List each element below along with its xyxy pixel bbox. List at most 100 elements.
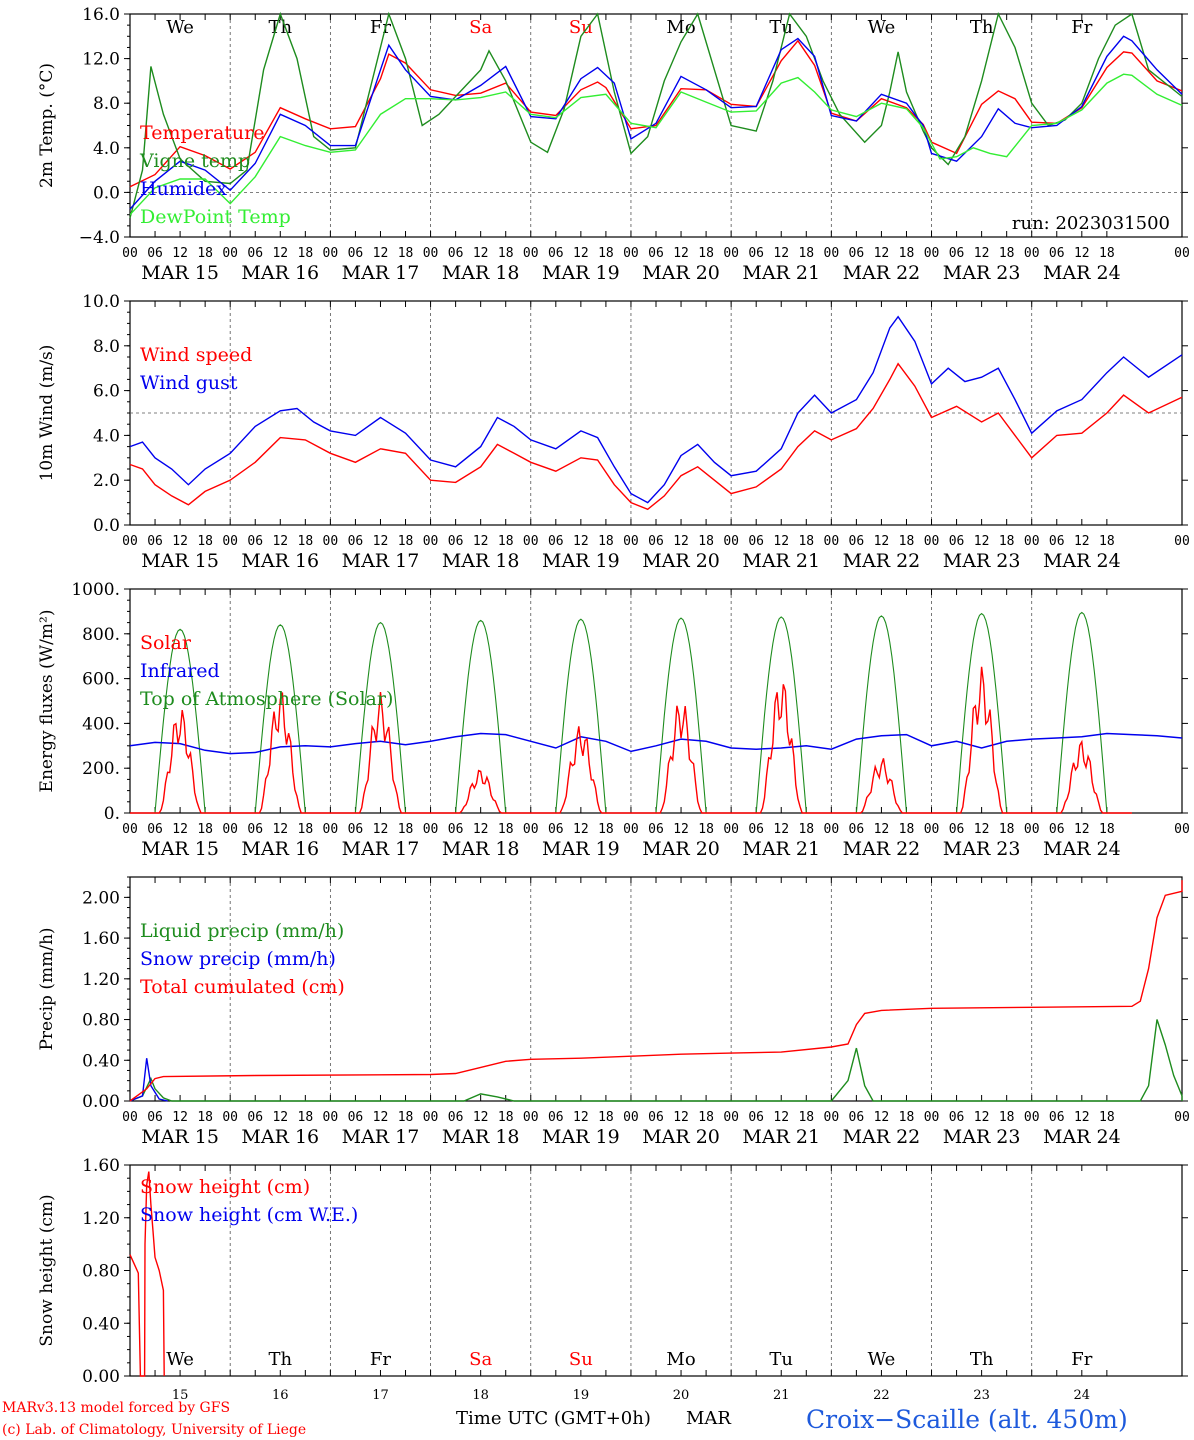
y-tick-label: 0.80 xyxy=(82,1262,120,1282)
legend-entry: Snow precip (mm/h) xyxy=(140,948,336,970)
x-hour-label: 18 xyxy=(398,246,414,261)
y-tick-label: 200. xyxy=(82,759,120,779)
day-name-label: Mo xyxy=(666,1349,695,1370)
x-hour-label: 00 xyxy=(824,534,840,549)
x-date-label: MAR 17 xyxy=(342,262,420,284)
x-hour-label: 12 xyxy=(1074,534,1090,549)
x-date-label: MAR 20 xyxy=(642,262,720,284)
series-line-snow-precip-mm-h- xyxy=(129,1058,168,1102)
x-date-number: 24 xyxy=(1074,1388,1091,1403)
y-tick-label: 4.0 xyxy=(93,426,120,446)
x-hour-label: 18 xyxy=(798,246,814,261)
y-tick-label: 0. xyxy=(104,804,120,824)
y-tick-label: 1000. xyxy=(71,580,120,600)
series-line-wind-gust xyxy=(129,315,1183,504)
series-solar-line xyxy=(130,666,1132,814)
footer: MARv3.13 model forced by GFS (c) Lab. of… xyxy=(2,1400,1128,1438)
x-date-label: MAR 23 xyxy=(943,550,1021,572)
legend-entry: Snow height (cm W.E.) xyxy=(140,1204,358,1226)
x-date-number: 20 xyxy=(673,1388,690,1403)
x-hour-label: 06 xyxy=(348,534,364,549)
x-hour-label: 18 xyxy=(999,1110,1015,1125)
x-hour-label: 12 xyxy=(874,822,890,837)
x-date-label: MAR 21 xyxy=(742,550,820,572)
x-hour-label: 12 xyxy=(874,1110,890,1125)
x-hour-label: 00 xyxy=(824,822,840,837)
y-tick-label: 800. xyxy=(82,625,120,645)
x-hour-label: 06 xyxy=(849,1110,865,1125)
x-hour-label: 12 xyxy=(373,246,389,261)
x-hour-label: 06 xyxy=(348,1110,364,1125)
x-hour-label: 18 xyxy=(298,1110,314,1125)
x-hour-label: 06 xyxy=(1049,246,1065,261)
x-hour-label: 18 xyxy=(598,534,614,549)
legend-entry: Vigne temp xyxy=(139,150,250,172)
x-hour-label: 00 xyxy=(1174,1110,1190,1125)
x-hour-label: 12 xyxy=(974,822,990,837)
x-hour-label: 00 xyxy=(1174,246,1190,261)
x-hour-label: 06 xyxy=(548,534,564,549)
x-hour-label: 00 xyxy=(323,1110,339,1125)
y-tick-label: 0.40 xyxy=(82,1051,120,1071)
x-hour-label: 12 xyxy=(373,534,389,549)
x-date-number: 16 xyxy=(272,1388,289,1403)
y-tick-label: 600. xyxy=(82,670,120,690)
day-name-label: Th xyxy=(970,17,994,38)
x-hour-label: 00 xyxy=(523,246,539,261)
x-hour-label: 06 xyxy=(1049,1110,1065,1125)
x-hour-label: 12 xyxy=(974,246,990,261)
x-hour-label: 06 xyxy=(448,822,464,837)
x-hour-label: 12 xyxy=(573,822,589,837)
x-hour-label: 12 xyxy=(373,1110,389,1125)
credit-line-1: MARv3.13 model forced by GFS xyxy=(2,1400,230,1416)
x-hour-label: 06 xyxy=(1049,534,1065,549)
x-hour-label: 12 xyxy=(573,1110,589,1125)
x-hour-label: 18 xyxy=(1099,246,1115,261)
x-hour-label: 18 xyxy=(598,822,614,837)
x-hour-label: 00 xyxy=(924,534,940,549)
x-hour-label: 00 xyxy=(222,822,238,837)
x-hour-label: 18 xyxy=(899,534,915,549)
x-hour-label: 18 xyxy=(598,1110,614,1125)
x-hour-label: 18 xyxy=(698,246,714,261)
x-hour-label: 00 xyxy=(323,534,339,549)
x-hour-label: 06 xyxy=(348,246,364,261)
x-hour-label: 12 xyxy=(773,534,789,549)
x-hour-label: 12 xyxy=(473,1110,489,1125)
day-name-label: Su xyxy=(569,1349,593,1370)
x-hour-label: 12 xyxy=(473,822,489,837)
x-hour-label: 00 xyxy=(323,822,339,837)
x-date-label: MAR 19 xyxy=(542,838,620,860)
x-hour-label: 18 xyxy=(999,246,1015,261)
x-date-label: MAR 20 xyxy=(642,838,720,860)
x-hour-label: 18 xyxy=(498,1110,514,1125)
series-line-vigne-temp xyxy=(129,11,1183,219)
x-hour-label: 06 xyxy=(548,246,564,261)
y-tick-label: 16.0 xyxy=(82,5,120,25)
y-tick-label: 2.0 xyxy=(93,471,120,491)
series-line-snow-height-cm- xyxy=(129,1171,165,1377)
day-name-label: Tu xyxy=(769,1349,793,1370)
x-hour-label: 06 xyxy=(949,822,965,837)
x-hour-label: 06 xyxy=(448,246,464,261)
x-hour-label: 18 xyxy=(798,822,814,837)
x-hour-label: 00 xyxy=(623,1110,639,1125)
x-hour-label: 12 xyxy=(1074,1110,1090,1125)
panel-snow: 0.00 0.40 0.80 1.20 1.60 Snow height (cm) We Th… xyxy=(37,1156,1188,1403)
legend-entry: DewPoint Temp xyxy=(140,206,291,228)
x-hour-label: 00 xyxy=(122,246,138,261)
y-tick-label: 8.0 xyxy=(93,337,120,357)
x-hour-label: 18 xyxy=(398,822,414,837)
y-tick-label: 4.0 xyxy=(93,139,120,159)
x-hour-label: 18 xyxy=(1099,534,1115,549)
x-hour-label: 12 xyxy=(874,534,890,549)
x-hour-label: 12 xyxy=(1074,822,1090,837)
x-hour-label: 00 xyxy=(824,1110,840,1125)
x-hour-label: 00 xyxy=(1024,246,1040,261)
x-hour-label: 12 xyxy=(473,534,489,549)
day-name-label: We xyxy=(166,1349,194,1370)
day-name-label: Fr xyxy=(1071,17,1092,38)
x-date-label: MAR 16 xyxy=(241,838,319,860)
y-axis-label: 2m Temp. (°C) xyxy=(37,63,57,188)
x-date-number: 23 xyxy=(973,1388,990,1403)
